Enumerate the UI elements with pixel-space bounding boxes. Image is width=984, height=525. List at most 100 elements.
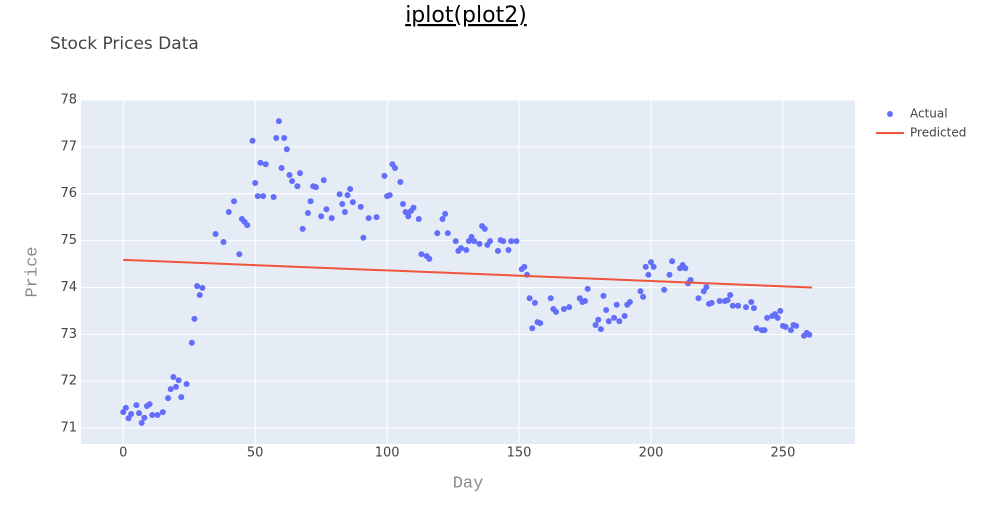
- data-point: [392, 164, 399, 171]
- y-tick-label: 77: [60, 139, 77, 154]
- data-point: [341, 209, 348, 216]
- data-point: [349, 199, 356, 206]
- data-point: [373, 214, 380, 221]
- x-tick-label: 50: [247, 446, 264, 461]
- data-point: [526, 295, 533, 302]
- data-point: [294, 183, 301, 190]
- data-point: [444, 230, 451, 237]
- data-point: [299, 225, 306, 232]
- data-point: [452, 238, 459, 245]
- data-point: [199, 284, 206, 291]
- data-point: [782, 323, 789, 330]
- data-point: [286, 171, 293, 178]
- y-tick-label: 72: [60, 374, 77, 389]
- data-point: [231, 198, 238, 205]
- data-point: [399, 201, 406, 208]
- y-tick-label: 78: [60, 93, 77, 108]
- data-point: [141, 414, 148, 421]
- data-point: [605, 318, 612, 325]
- data-point: [257, 159, 264, 166]
- page-title: iplot(plot2): [405, 3, 527, 28]
- data-point: [386, 192, 393, 199]
- legend-label: Actual: [910, 107, 948, 121]
- data-point: [566, 304, 573, 311]
- data-point: [136, 410, 143, 417]
- data-point: [494, 247, 501, 254]
- data-point: [708, 299, 715, 306]
- data-point: [471, 238, 478, 245]
- x-axis-title: Day: [453, 474, 484, 493]
- data-point: [418, 251, 425, 258]
- data-point: [439, 216, 446, 223]
- data-point: [584, 285, 591, 292]
- y-tick-label: 76: [60, 186, 77, 201]
- data-point: [167, 386, 174, 393]
- chart-title: Stock Prices Data: [50, 34, 199, 54]
- y-tick-label: 71: [60, 421, 77, 436]
- data-point: [626, 298, 633, 305]
- x-tick-label: 200: [639, 446, 664, 461]
- data-point: [743, 304, 750, 311]
- data-point: [735, 302, 742, 309]
- data-point: [553, 308, 560, 315]
- data-point: [560, 306, 567, 313]
- data-point: [774, 314, 781, 321]
- data-point: [687, 276, 694, 283]
- data-point: [806, 331, 813, 338]
- data-point: [764, 314, 771, 321]
- data-point: [442, 210, 449, 217]
- data-point: [537, 320, 544, 327]
- data-point: [312, 184, 319, 191]
- data-point: [122, 404, 129, 411]
- data-point: [613, 301, 620, 308]
- data-point: [273, 134, 280, 141]
- data-point: [154, 411, 161, 418]
- data-point: [275, 118, 282, 125]
- data-point: [761, 327, 768, 334]
- data-point: [281, 134, 288, 141]
- data-point: [597, 326, 604, 333]
- x-tick-label: 100: [375, 446, 400, 461]
- data-point: [220, 239, 227, 246]
- x-tick-label: 0: [119, 446, 127, 461]
- data-point: [159, 409, 166, 416]
- y-tick-label: 73: [60, 327, 77, 342]
- data-point: [508, 238, 515, 245]
- data-point: [262, 161, 269, 168]
- data-point: [249, 137, 256, 144]
- data-point: [278, 164, 285, 171]
- data-point: [397, 179, 404, 186]
- legend-label: Predicted: [910, 126, 966, 140]
- data-point: [611, 314, 618, 321]
- data-point: [170, 373, 177, 380]
- data-point: [410, 204, 417, 211]
- y-tick-label: 74: [60, 280, 77, 295]
- data-point: [595, 316, 602, 323]
- data-point: [487, 238, 494, 245]
- data-point: [236, 251, 243, 258]
- data-point: [727, 291, 734, 298]
- data-point: [513, 238, 520, 245]
- data-point: [146, 401, 153, 408]
- data-point: [381, 172, 388, 179]
- data-point: [336, 191, 343, 198]
- data-point: [347, 186, 354, 193]
- data-point: [481, 225, 488, 232]
- data-point: [360, 234, 367, 241]
- data-point: [637, 288, 644, 295]
- data-point: [724, 297, 731, 304]
- data-point: [669, 258, 676, 265]
- x-tick-label: 250: [771, 446, 796, 461]
- data-point: [463, 246, 470, 253]
- data-point: [339, 201, 346, 208]
- data-line: [123, 258, 813, 289]
- data-point: [175, 377, 182, 384]
- data-point: [645, 271, 652, 278]
- data-point: [289, 178, 296, 185]
- data-point: [458, 245, 465, 252]
- data-point: [212, 231, 219, 238]
- data-point: [531, 299, 538, 306]
- data-point: [661, 286, 668, 293]
- data-point: [616, 318, 623, 325]
- x-tick-label: 150: [507, 446, 532, 461]
